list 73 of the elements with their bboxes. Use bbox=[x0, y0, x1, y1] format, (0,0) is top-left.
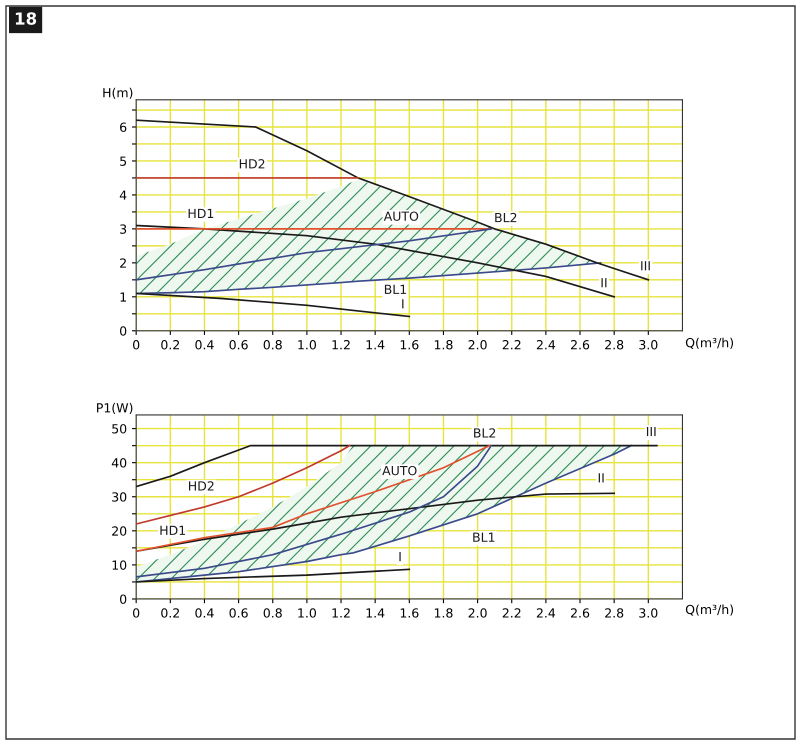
x-tick-label: 2.8 bbox=[605, 608, 624, 618]
y-tick-label: 6 bbox=[120, 122, 126, 132]
x-tick-label: 0.2 bbox=[161, 608, 179, 618]
x-tick-label: 0.6 bbox=[229, 340, 248, 350]
x-tick-label: 2.0 bbox=[468, 340, 487, 350]
x-tick-label: 0.6 bbox=[229, 608, 248, 618]
x-tick-label: 1.6 bbox=[400, 340, 418, 350]
x-tick-label: 3.0 bbox=[639, 340, 658, 350]
annotation: AUTO bbox=[382, 466, 417, 476]
x-tick-label: 2.6 bbox=[571, 340, 590, 350]
x-tick-label: 1.4 bbox=[366, 340, 384, 350]
line-series bbox=[136, 292, 410, 318]
y-tick-label: 3 bbox=[120, 224, 126, 234]
annotation: II bbox=[598, 473, 604, 482]
y-tick-label: 1 bbox=[120, 292, 126, 302]
x-tick-label: 2.0 bbox=[468, 608, 487, 618]
y-axis-title: P1(W) bbox=[97, 402, 132, 414]
y-tick-label: 50 bbox=[112, 424, 126, 434]
text: 18 bbox=[16, 12, 36, 25]
x-tick-label: 1.0 bbox=[298, 340, 316, 350]
x-tick-label: 1.8 bbox=[434, 340, 453, 350]
x-tick-label: 2.6 bbox=[571, 608, 590, 618]
x-tick-label: 1.4 bbox=[366, 608, 384, 618]
y-tick-label: 0 bbox=[120, 594, 126, 604]
x-axis-title: Q(m³/h) bbox=[686, 604, 734, 616]
annotation: HD1 bbox=[160, 526, 186, 535]
line-series bbox=[136, 444, 350, 525]
y-axis-title: H(m) bbox=[103, 88, 132, 99]
annotation: HD1 bbox=[188, 208, 214, 218]
x-tick-label: 1.2 bbox=[332, 340, 350, 350]
y-tick-label: 2 bbox=[120, 258, 126, 268]
y-tick-label: 30 bbox=[112, 492, 126, 502]
x-tick-label: 1.0 bbox=[298, 608, 316, 618]
y-tick-label: 4 bbox=[120, 190, 126, 200]
x-tick-label: 0.4 bbox=[195, 340, 214, 350]
x-tick-label: 1.2 bbox=[332, 608, 350, 618]
x-tick-label: 2.2 bbox=[502, 340, 520, 350]
annotation: I bbox=[399, 552, 401, 562]
annotation: HD2 bbox=[240, 159, 264, 168]
y-tick-label: 5 bbox=[120, 156, 126, 166]
annotation: AUTO bbox=[384, 211, 418, 221]
annotation: I bbox=[402, 299, 404, 308]
x-tick-label: 3.0 bbox=[639, 608, 658, 618]
line-series bbox=[136, 444, 492, 578]
y-tick-label: 0 bbox=[120, 326, 126, 336]
annotation: BL2 bbox=[495, 212, 516, 222]
x-tick-label: 2.4 bbox=[536, 340, 556, 350]
y-tick-label: 40 bbox=[112, 458, 126, 468]
x-tick-label: 2.2 bbox=[502, 608, 520, 618]
line-series bbox=[136, 228, 492, 281]
annotation: III bbox=[646, 426, 656, 436]
x-tick-label: 0.8 bbox=[264, 608, 282, 618]
y-tick-label: 20 bbox=[112, 526, 126, 536]
line-series bbox=[136, 262, 602, 294]
annotation: II bbox=[602, 278, 606, 288]
x-tick-label: 0.8 bbox=[264, 340, 282, 350]
x-tick-label: 0.4 bbox=[195, 608, 214, 618]
x-tick-label: 1.6 bbox=[400, 608, 418, 618]
annotation: BL1 bbox=[384, 284, 406, 294]
annotation: III bbox=[641, 261, 650, 270]
x-axis-title: Q(m³/h) bbox=[686, 338, 734, 349]
x-tick-label: 0 bbox=[133, 608, 140, 618]
x-tick-label: 2.4 bbox=[536, 608, 556, 618]
annotation: BL2 bbox=[474, 428, 496, 438]
annotation: HD2 bbox=[189, 481, 214, 490]
x-tick-label: 0.2 bbox=[161, 340, 179, 350]
line-series bbox=[136, 224, 615, 298]
annotation: BL1 bbox=[473, 532, 494, 542]
y-tick-label: 10 bbox=[112, 560, 126, 570]
line-series bbox=[136, 568, 410, 583]
x-tick-label: 1.8 bbox=[434, 608, 453, 618]
x-tick-label: 0 bbox=[133, 340, 140, 350]
x-tick-label: 2.8 bbox=[605, 340, 624, 350]
